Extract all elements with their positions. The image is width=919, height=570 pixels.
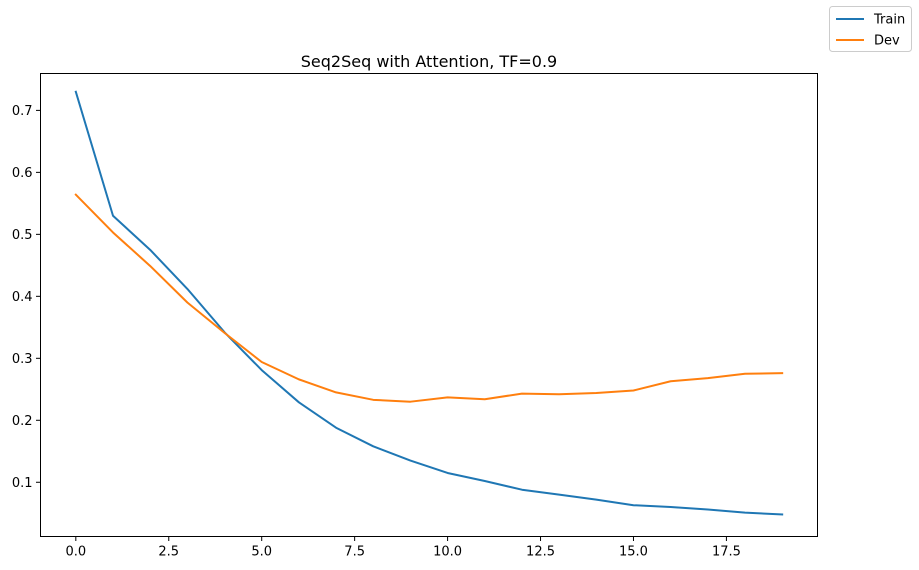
chart-title: Seq2Seq with Attention, TF=0.9 [301,52,557,71]
y-tick-label: 0.3 [12,352,33,367]
y-tick-label: 0.4 [12,290,33,305]
y-tick-label: 0.7 [12,104,33,119]
axes-frame [40,73,818,537]
series-line-dev [74,193,784,403]
x-tick-label: 10.0 [433,545,462,560]
series-line-train [74,90,784,516]
legend-label-train: Train [873,13,905,28]
y-tick-label: 0.1 [12,476,33,491]
plot-area: 0.0 2.5 5.0 7.5 10.0 12.5 15.0 17.5 0.1 0.2 0.3 0.4… [12,73,818,560]
y-tick-label: 0.2 [12,414,33,429]
legend: Train Dev [829,6,912,52]
x-tick-label: 5.0 [251,545,272,560]
y-tick-label: 0.5 [12,228,33,243]
x-tick-label: 17.5 [712,545,741,560]
x-tick-label: 15.0 [619,545,648,560]
x-tick-label: 0.0 [65,545,86,560]
x-tick-label: 12.5 [526,545,555,560]
y-tick-label: 0.6 [12,166,33,181]
x-tick-label: 2.5 [158,545,179,560]
legend-label-dev: Dev [874,34,900,49]
x-tick-label: 7.5 [344,545,365,560]
